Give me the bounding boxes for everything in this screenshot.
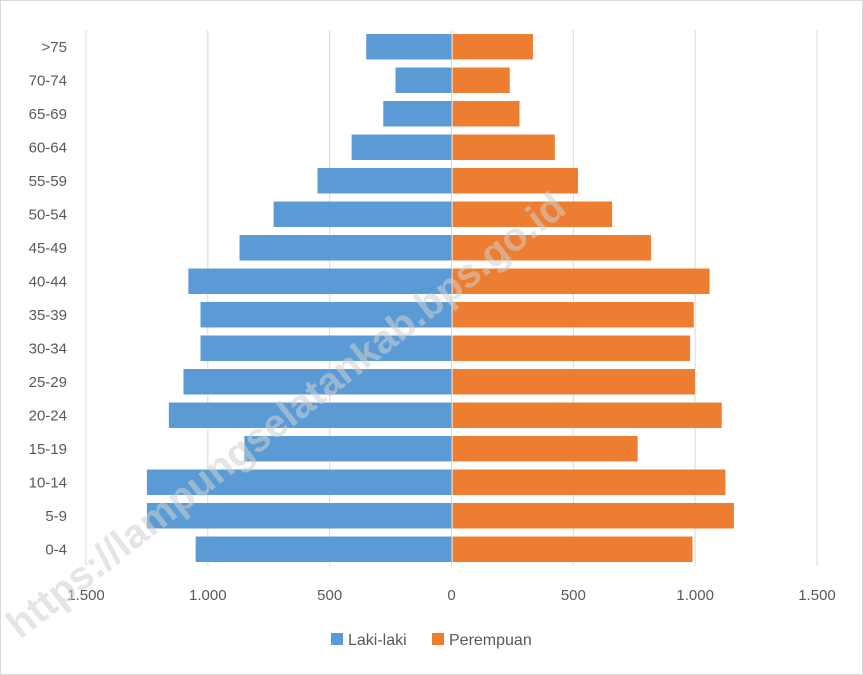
y-tick-label: 60-64 — [29, 139, 67, 156]
bar-perempuan — [452, 302, 694, 328]
y-tick-label: >75 — [42, 39, 67, 56]
bar-laki-laki — [239, 235, 452, 261]
bar-laki-laki — [317, 168, 452, 194]
y-tick-label: 10-14 — [29, 474, 67, 491]
bar-perempuan — [452, 67, 510, 93]
bar-perempuan — [452, 101, 520, 127]
y-tick-label: 45-49 — [29, 240, 67, 257]
y-tick-label: 65-69 — [29, 106, 67, 123]
bar-perempuan — [452, 201, 613, 227]
x-tick-label: 500 — [317, 587, 342, 604]
bar-laki-laki — [273, 201, 452, 227]
bar-laki-laki — [146, 469, 452, 495]
bar-perempuan — [452, 369, 695, 395]
bar-laki-laki — [188, 268, 452, 294]
bar-laki-laki — [183, 369, 452, 395]
bar-perempuan — [452, 134, 555, 160]
y-tick-label: 40-44 — [29, 273, 67, 290]
bar-perempuan — [452, 268, 710, 294]
y-tick-label: 0-4 — [45, 541, 67, 558]
y-tick-label: 20-24 — [29, 407, 67, 424]
y-tick-label: 55-59 — [29, 173, 67, 190]
y-tick-label: 35-39 — [29, 307, 67, 324]
legend-swatch-perempuan — [432, 633, 444, 645]
bar-laki-laki — [146, 503, 452, 529]
x-tick-label: 0 — [447, 587, 455, 604]
y-tick-label: 70-74 — [29, 72, 67, 89]
bars — [146, 34, 734, 562]
x-axis-labels: 1.500 1.000 500 0 500 1.000 1.500 — [67, 587, 836, 604]
y-tick-label: 5-9 — [45, 508, 67, 525]
bar-laki-laki — [395, 67, 452, 93]
bar-laki-laki — [244, 436, 452, 462]
bar-perempuan — [452, 335, 691, 361]
x-tick-label: 500 — [561, 587, 586, 604]
bar-perempuan — [452, 503, 734, 529]
y-tick-label: 30-34 — [29, 340, 67, 357]
bar-laki-laki — [383, 101, 452, 127]
bar-perempuan — [452, 235, 652, 261]
x-tick-label: 1.000 — [189, 587, 227, 604]
legend-label-perempuan: Perempuan — [449, 632, 532, 649]
x-tick-label: 1.500 — [67, 587, 105, 604]
bar-laki-laki — [200, 335, 452, 361]
bar-perempuan — [452, 436, 638, 462]
bar-perempuan — [452, 536, 693, 562]
y-tick-label: 15-19 — [29, 441, 67, 458]
y-axis-labels: 0-4 5-9 10-14 15-19 20-24 25-29 30-34 35-39 40-4… — [29, 39, 67, 559]
bar-laki-laki — [195, 536, 452, 562]
y-tick-label: 50-54 — [29, 206, 67, 223]
bar-laki-laki — [366, 34, 452, 60]
legend-swatch-laki-laki — [331, 633, 343, 645]
legend: Laki-laki Perempuan — [331, 632, 532, 649]
bar-perempuan — [452, 34, 533, 60]
bar-laki-laki — [200, 302, 452, 328]
x-tick-label: 1.000 — [676, 587, 714, 604]
bar-perempuan — [452, 168, 578, 194]
bar-perempuan — [452, 402, 722, 428]
bar-laki-laki — [168, 402, 452, 428]
bar-perempuan — [452, 469, 726, 495]
y-tick-label: 25-29 — [29, 374, 67, 391]
bar-laki-laki — [351, 134, 452, 160]
legend-label-laki-laki: Laki-laki — [348, 632, 407, 649]
x-tick-label: 1.500 — [798, 587, 836, 604]
